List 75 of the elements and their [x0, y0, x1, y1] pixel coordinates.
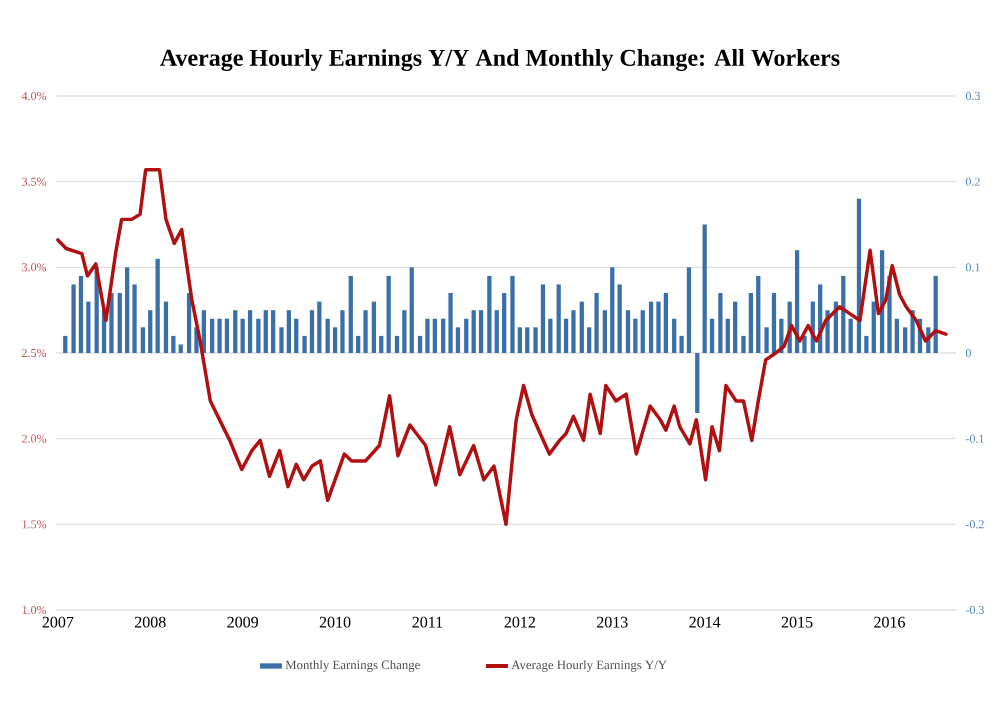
bar — [718, 293, 723, 354]
bar — [263, 310, 268, 354]
bar — [672, 318, 677, 354]
bar — [247, 310, 253, 354]
bar — [78, 275, 84, 354]
x-tick-label: 2016 — [874, 616, 906, 628]
x-tick-label: 2010 — [319, 616, 351, 628]
bar — [571, 310, 576, 354]
bar — [625, 310, 631, 354]
bar — [409, 267, 414, 354]
bar — [294, 318, 299, 354]
bar — [656, 301, 661, 354]
bar — [224, 318, 230, 354]
bar — [556, 284, 561, 354]
bar — [240, 318, 245, 354]
bar — [633, 318, 638, 354]
bar — [648, 301, 654, 354]
bar — [510, 275, 515, 354]
x-tick-label: 2012 — [504, 616, 535, 628]
bar — [210, 318, 215, 354]
bar — [163, 301, 169, 354]
bar — [155, 258, 160, 354]
bar — [402, 310, 407, 354]
bar — [579, 301, 584, 354]
bar — [233, 310, 238, 354]
bar — [471, 310, 476, 354]
bar — [594, 293, 599, 354]
bar — [386, 275, 391, 354]
bar — [702, 224, 707, 354]
bar — [478, 310, 484, 354]
bar — [640, 310, 645, 354]
bar — [432, 318, 437, 354]
bar — [525, 327, 530, 354]
bar — [610, 267, 615, 354]
bar — [686, 267, 692, 354]
bar — [178, 344, 183, 354]
bar — [502, 293, 507, 354]
bar — [71, 284, 76, 354]
bar — [325, 318, 330, 354]
line-series — [56, 167, 948, 527]
bar — [271, 310, 276, 354]
bar — [771, 293, 777, 354]
bar — [317, 301, 322, 354]
bar — [109, 293, 114, 354]
bar — [733, 301, 738, 354]
bar — [756, 275, 761, 354]
bar — [617, 284, 622, 354]
bar — [348, 275, 353, 354]
bar — [487, 275, 492, 354]
bar — [256, 318, 261, 354]
x-tick-label: 2015 — [781, 616, 813, 628]
bar — [871, 301, 876, 354]
bar — [371, 301, 377, 354]
bar — [63, 335, 68, 354]
x-tick-label: 2014 — [689, 616, 721, 628]
bar — [425, 318, 430, 354]
bar — [125, 267, 130, 354]
x-tick-label: 2009 — [227, 616, 259, 628]
bar — [663, 293, 668, 354]
bar — [464, 318, 469, 354]
bar — [309, 310, 315, 354]
x-tick-label: 2013 — [596, 616, 628, 628]
bar — [540, 284, 546, 354]
x-tick-label: 2011 — [412, 616, 443, 628]
chart-title: Average Hourly Earnings Y/Y And Monthly Change: All Workers — [160, 49, 840, 71]
bar — [695, 353, 700, 413]
bar — [340, 310, 345, 354]
bar — [363, 310, 368, 354]
bar — [286, 310, 291, 354]
bar — [448, 293, 453, 354]
x-tick-label: 2008 — [134, 616, 166, 628]
bar — [848, 318, 853, 354]
bar — [217, 318, 222, 354]
bar — [148, 310, 153, 354]
x-tick-label: 2007 — [42, 616, 74, 628]
